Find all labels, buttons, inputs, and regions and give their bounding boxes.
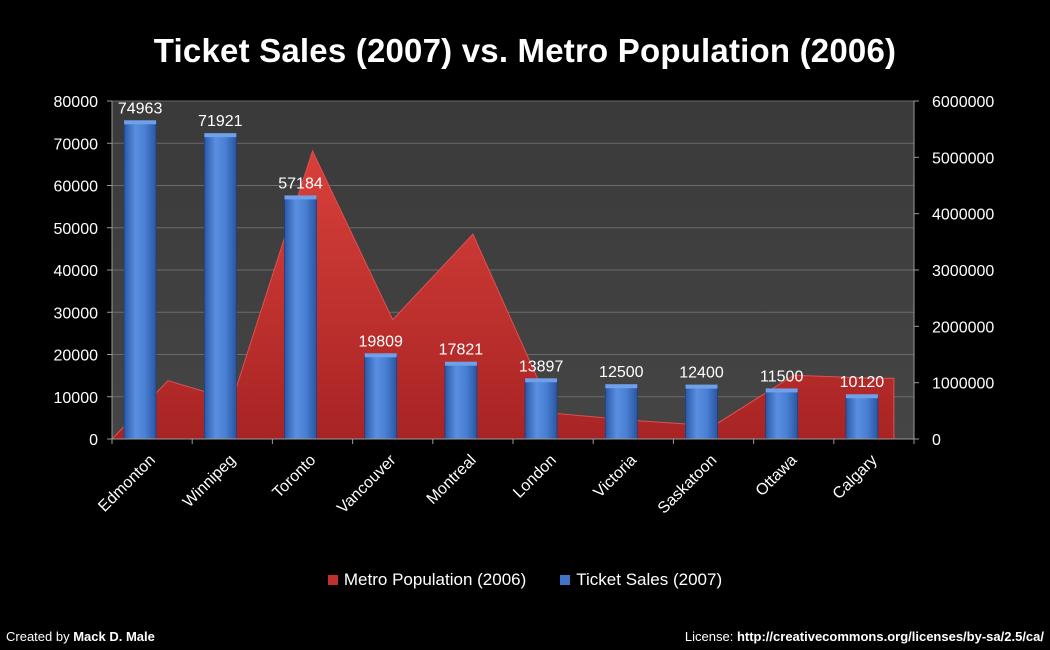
footer-license-prefix: License: bbox=[684, 629, 734, 644]
right-tick-label: 2000000 bbox=[932, 319, 994, 336]
right-tick-label: 0 bbox=[932, 432, 941, 449]
ticket-data-label: 11500 bbox=[760, 368, 803, 385]
ticket-bar bbox=[685, 386, 718, 440]
right-tick-label: 6000000 bbox=[932, 94, 994, 111]
ticket-bar bbox=[203, 134, 237, 440]
right-tick-label: 3000000 bbox=[932, 263, 994, 280]
legend-swatch-ticket-sales bbox=[560, 575, 571, 585]
ticket-bar-top bbox=[364, 353, 397, 358]
right-tick-label: 1000000 bbox=[932, 376, 994, 393]
category-label: Toronto bbox=[270, 452, 320, 502]
legend-label-population: Metro Population (2006) bbox=[343, 570, 527, 589]
ticket-data-label: 12400 bbox=[679, 365, 724, 382]
ticket-bar-top bbox=[765, 388, 798, 393]
left-tick-label: 10000 bbox=[54, 390, 99, 407]
legend-label-ticket-sales: Ticket Sales (2007) bbox=[576, 570, 723, 589]
ticket-data-label: 17821 bbox=[439, 342, 484, 359]
category-label: Montreal bbox=[424, 452, 480, 508]
ticket-data-label: 12500 bbox=[599, 364, 644, 381]
ticket-data-label: 19809 bbox=[358, 333, 403, 350]
chart-title: Ticket Sales (2007) vs. Metro Population… bbox=[153, 32, 897, 69]
ticket-bar-top bbox=[685, 384, 718, 389]
ticket-bar-top bbox=[204, 133, 237, 138]
ticket-bar bbox=[444, 363, 478, 440]
footer-license: License: http://creativecommons.org/lice… bbox=[685, 629, 1044, 644]
ticket-data-label: 57184 bbox=[278, 175, 323, 192]
left-tick-label: 40000 bbox=[54, 263, 99, 280]
legend-item-ticket-sales: Ticket Sales (2007) bbox=[560, 570, 722, 590]
left-tick-label: 30000 bbox=[54, 305, 99, 322]
ticket-bar bbox=[524, 379, 558, 440]
ticket-bar bbox=[845, 395, 879, 440]
ticket-data-label: 71921 bbox=[198, 113, 243, 130]
footer-created-prefix: Created by bbox=[6, 629, 70, 644]
left-tick-label: 20000 bbox=[54, 348, 99, 365]
ticket-bar-top bbox=[845, 394, 878, 399]
legend-swatch-population bbox=[327, 575, 338, 585]
ticket-data-label: 10120 bbox=[840, 374, 885, 391]
left-tick-label: 0 bbox=[89, 432, 98, 449]
category-label: London bbox=[510, 452, 560, 502]
data-labels-layer: 74963 71921 57184 19809 17821 13897 12500 12400… bbox=[118, 100, 884, 391]
ticket-bar bbox=[604, 385, 638, 440]
ticket-bar-top bbox=[444, 361, 477, 366]
footer-author: Mack D. Male bbox=[73, 629, 155, 644]
category-label: Saskatoon bbox=[655, 452, 720, 517]
category-label: Calgary bbox=[830, 452, 881, 503]
legend-item-population: Metro Population (2006) bbox=[327, 570, 527, 590]
left-tick-label: 60000 bbox=[54, 179, 99, 196]
ticket-bar bbox=[284, 196, 317, 440]
footer-license-url: http://creativecommons.org/licenses/by-s… bbox=[736, 629, 1044, 644]
category-label: Vancouver bbox=[334, 451, 400, 517]
ticket-bar bbox=[765, 390, 799, 440]
ticket-bar bbox=[364, 354, 398, 440]
ticket-bar-top bbox=[605, 384, 638, 389]
legend: Metro Population (2006) Ticket Sales (20… bbox=[0, 570, 1050, 590]
left-tick-label: 50000 bbox=[54, 221, 99, 238]
footer-credit: Created by Mack D. Male bbox=[6, 629, 155, 644]
left-tick-label: 80000 bbox=[54, 94, 99, 111]
right-tick-label: 5000000 bbox=[932, 150, 994, 167]
ticket-bar-top bbox=[284, 195, 317, 200]
gridlines bbox=[112, 100, 914, 398]
ticket-data-label: 13897 bbox=[519, 358, 564, 375]
ticket-bar-top bbox=[525, 378, 558, 383]
category-label: Ottawa bbox=[753, 452, 801, 500]
category-label: Winnipeg bbox=[180, 452, 239, 511]
ticket-data-label: 74963 bbox=[118, 100, 163, 117]
right-tick-label: 4000000 bbox=[932, 207, 994, 224]
ticket-bar bbox=[123, 121, 157, 440]
ticket-bar-top bbox=[124, 120, 157, 125]
ticket-bars-layer bbox=[123, 120, 879, 440]
category-label: Edmonton bbox=[95, 452, 159, 516]
left-tick-label: 70000 bbox=[54, 136, 99, 153]
category-label: Victoria bbox=[591, 452, 641, 502]
